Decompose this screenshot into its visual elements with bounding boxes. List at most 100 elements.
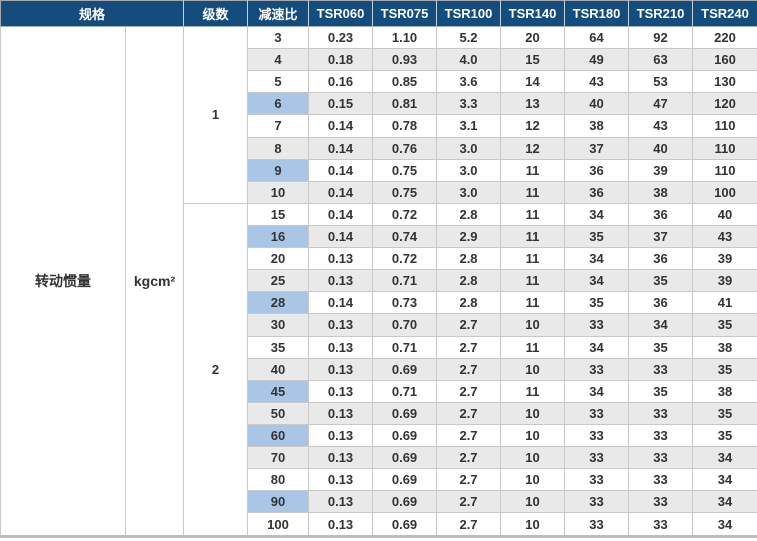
value-cell: 36: [564, 158, 630, 182]
value-cell: 110: [692, 114, 757, 138]
value-cell: 92: [628, 25, 694, 50]
value-cell: 37: [628, 224, 694, 249]
table-row: 16 0.14 0.74 2.9 11 35 37 43: [1, 224, 757, 249]
value-cell: 2.7: [436, 357, 502, 381]
value-cell: 0.14: [308, 224, 374, 249]
ratio-cell: 10: [247, 180, 310, 204]
value-cell: 2.8: [436, 247, 502, 271]
value-cell: 63: [628, 48, 694, 72]
value-cell: 0.14: [308, 158, 374, 182]
value-cell: 2.7: [436, 512, 502, 537]
table-row: 转动惯量 kgcm² 1 3 0.23 1.10 5.2 20 64 92 220: [0, 25, 757, 537]
value-cell: 34: [628, 313, 694, 337]
ratio-cell: 4: [247, 48, 310, 72]
col-header-model: TSR075: [372, 0, 438, 27]
value-cell: 3.0: [436, 180, 502, 204]
value-cell: 49: [564, 48, 630, 72]
value-cell: 11: [500, 202, 566, 226]
ratio-cell: 30: [247, 313, 310, 337]
value-cell: 43: [628, 114, 694, 138]
ratio-cell: 15: [247, 202, 310, 226]
value-cell: 0.13: [308, 379, 374, 403]
ratio-cell: 8: [247, 136, 310, 160]
value-cell: 39: [628, 158, 694, 182]
value-cell: 43: [692, 224, 757, 249]
value-cell: 15: [500, 48, 566, 72]
header-row: 规格 级数 减速比 TSR060 TSR075 TSR100 TSR140 TS…: [0, 0, 757, 27]
value-cell: 36: [628, 202, 694, 226]
value-cell: 3.1: [436, 114, 502, 138]
value-cell: 10: [500, 357, 566, 381]
ratio-cell: 35: [247, 335, 310, 359]
value-cell: 33: [564, 490, 630, 514]
value-cell: 11: [500, 247, 566, 271]
value-cell: 0.85: [372, 70, 438, 94]
value-cell: 11: [500, 158, 566, 182]
stage-cell: 2: [183, 202, 249, 538]
value-cell: 0.69: [372, 512, 438, 537]
value-cell: 3.0: [436, 136, 502, 160]
value-cell: 0.13: [308, 335, 374, 359]
value-cell: 2.7: [436, 313, 502, 337]
value-cell: 43: [564, 70, 630, 94]
value-cell: 40: [628, 136, 694, 160]
value-cell: 34: [692, 490, 757, 514]
value-cell: 41: [692, 291, 757, 315]
value-cell: 11: [500, 335, 566, 359]
value-cell: 34: [564, 202, 630, 226]
ratio-cell: 45: [247, 379, 310, 403]
value-cell: 33: [564, 313, 630, 337]
ratio-cell: 28: [247, 291, 310, 315]
value-cell: 2.8: [436, 269, 502, 293]
value-cell: 2.7: [436, 379, 502, 403]
value-cell: 10: [500, 512, 566, 537]
table-row: 30 0.13 0.70 2.7 10 33 34 35: [1, 313, 757, 337]
ratio-cell: 50: [247, 401, 310, 425]
value-cell: 0.13: [308, 269, 374, 293]
value-cell: 0.75: [372, 158, 438, 182]
value-cell: 39: [692, 247, 757, 271]
table-body: 转动惯量 kgcm² 1 3 0.23 1.10 5.2 20 64 92 220 4 0.18 0.93…: [0, 25, 757, 538]
value-cell: 33: [564, 512, 630, 537]
value-cell: 110: [692, 136, 757, 160]
col-header-model: TSR210: [628, 0, 694, 27]
value-cell: 33: [628, 468, 694, 492]
value-cell: 100: [692, 180, 757, 204]
value-cell: 2.7: [436, 335, 502, 359]
value-cell: 40: [564, 92, 630, 116]
value-cell: 2.7: [436, 401, 502, 425]
value-cell: 2.7: [436, 423, 502, 448]
value-cell: 0.93: [372, 48, 438, 72]
value-cell: 0.69: [372, 357, 438, 381]
value-cell: 0.81: [372, 92, 438, 116]
value-cell: 0.14: [308, 202, 374, 226]
col-header-ratio: 减速比: [247, 0, 310, 27]
value-cell: 53: [628, 70, 694, 94]
value-cell: 4.0: [436, 48, 502, 72]
value-cell: 11: [500, 379, 566, 403]
value-cell: 0.13: [308, 423, 374, 448]
value-cell: 20: [500, 25, 566, 50]
value-cell: 36: [628, 247, 694, 271]
value-cell: 33: [564, 423, 630, 448]
ratio-cell: 9: [247, 158, 310, 182]
value-cell: 0.73: [372, 291, 438, 315]
value-cell: 34: [692, 468, 757, 492]
table-row: 4 0.18 0.93 4.0 15 49 63 160: [1, 48, 757, 72]
ratio-cell: 16: [247, 224, 310, 249]
value-cell: 10: [500, 490, 566, 514]
table-row: 7 0.14 0.78 3.1 12 38 43 110: [1, 114, 757, 138]
value-cell: 33: [628, 512, 694, 537]
col-header-spec: 规格: [0, 0, 185, 27]
table-row: 50 0.13 0.69 2.7 10 33 33 35: [1, 401, 757, 425]
value-cell: 0.71: [372, 269, 438, 293]
value-cell: 11: [500, 269, 566, 293]
value-cell: 0.71: [372, 379, 438, 403]
ratio-cell: 90: [247, 490, 310, 514]
value-cell: 0.13: [308, 468, 374, 492]
value-cell: 0.72: [372, 202, 438, 226]
value-cell: 0.14: [308, 291, 374, 315]
value-cell: 0.14: [308, 114, 374, 138]
value-cell: 34: [564, 269, 630, 293]
